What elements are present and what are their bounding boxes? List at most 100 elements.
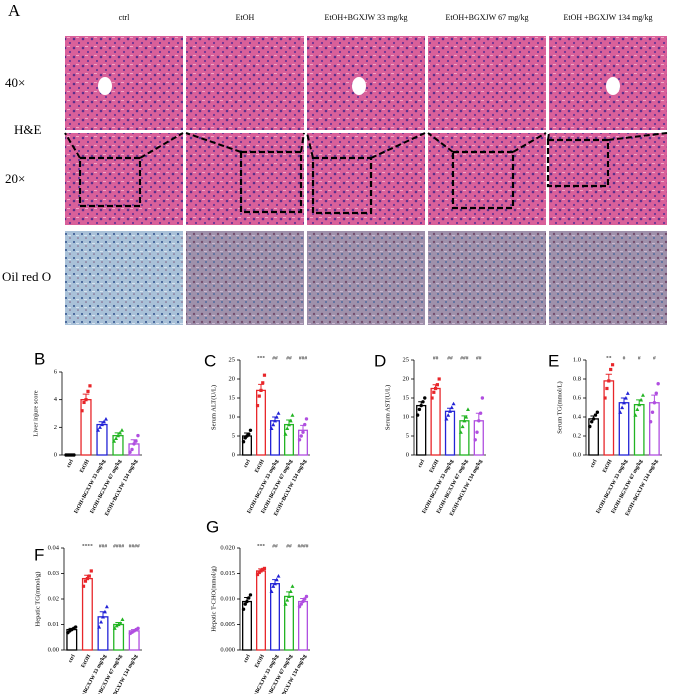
y-axis-label: Hepatic TG(mmol/g): [34, 572, 41, 627]
data-point: [117, 430, 122, 435]
data-point: [116, 622, 121, 627]
data-point: [285, 598, 290, 602]
data-point: [134, 439, 138, 443]
data-point: [119, 428, 124, 432]
data-point: [130, 447, 134, 452]
data-point: [82, 400, 86, 405]
histology-image: [186, 36, 304, 130]
data-point: [102, 609, 107, 614]
x-tick-label: EtOH: [429, 458, 441, 474]
y-tick-label: 0: [54, 451, 57, 458]
data-point: [120, 617, 125, 621]
data-point: [276, 411, 281, 415]
significance-label: ##: [272, 543, 278, 549]
significance-label: ###: [299, 355, 308, 361]
panel-label: A: [8, 1, 21, 20]
data-point: [449, 405, 454, 410]
x-tick-label: ctrl: [417, 458, 426, 469]
data-point: [475, 430, 479, 434]
data-point: [248, 428, 253, 432]
data-point: [465, 407, 470, 411]
significance-label: **: [606, 355, 612, 361]
data-point: [297, 438, 302, 442]
data-point: [430, 396, 434, 400]
data-point: [419, 403, 423, 408]
data-point: [639, 397, 644, 402]
x-tick-label: ctrl: [243, 458, 252, 469]
column-header: ctrl: [119, 13, 130, 22]
data-point: [259, 388, 263, 392]
significance-label: ##: [286, 355, 292, 361]
data-point: [97, 625, 102, 629]
data-point: [622, 400, 626, 405]
bar: [473, 420, 484, 456]
data-point: [287, 594, 291, 599]
data-point: [274, 577, 279, 582]
significance-label: ###: [99, 543, 108, 549]
data-point: [301, 599, 305, 604]
data-point: [114, 436, 119, 440]
y-tick-label: 10: [403, 413, 410, 420]
y-tick-label: 15: [229, 394, 236, 401]
y-tick-label: 0.015: [220, 570, 235, 577]
data-point: [83, 579, 88, 583]
significance-label: ###: [460, 355, 469, 361]
data-point: [84, 398, 88, 402]
data-point: [304, 594, 309, 599]
data-point: [652, 401, 657, 405]
data-point: [99, 619, 104, 624]
bar: [80, 399, 92, 456]
y-tick-label: 0.01: [48, 621, 59, 628]
zoom-line: [185, 132, 242, 153]
histology-image: [307, 133, 425, 225]
bar: [459, 420, 470, 456]
y-tick-label: 0.8: [573, 375, 581, 382]
data-point: [112, 439, 117, 443]
data-point: [271, 584, 276, 588]
vessel: [606, 77, 620, 95]
y-tick-label: 5: [406, 432, 409, 439]
data-point: [288, 418, 293, 423]
data-point: [591, 417, 596, 421]
zoom-line: [427, 132, 454, 153]
data-point: [259, 569, 263, 573]
x-tick-label: ctrl: [243, 653, 252, 664]
data-point: [271, 422, 276, 427]
data-point: [98, 425, 103, 429]
histology-image: [428, 133, 546, 225]
data-point: [446, 413, 451, 417]
zoom-line: [607, 132, 668, 141]
y-tick-label: 0.4: [573, 413, 582, 420]
data-point: [262, 566, 267, 570]
data-point: [448, 409, 452, 413]
zoom-box: [239, 150, 303, 214]
bar: [256, 389, 266, 456]
data-point: [462, 418, 467, 423]
panel-label: F: [34, 545, 44, 564]
x-tick-label: ctrl: [589, 458, 598, 469]
data-point: [101, 614, 105, 619]
data-point: [640, 393, 645, 397]
y-tick-label: 0.010: [220, 595, 235, 602]
data-point: [273, 418, 277, 423]
bar: [81, 577, 93, 651]
histology-image: [65, 133, 183, 225]
data-point: [303, 422, 307, 427]
significance-label: ##: [272, 355, 278, 361]
data-point: [297, 604, 302, 609]
column-header: EtOH+BGXJW 33 mg/kg: [324, 13, 407, 22]
histology-image: [186, 231, 304, 325]
data-point: [116, 433, 120, 438]
data-point: [590, 420, 594, 424]
data-point: [654, 391, 658, 395]
data-point: [458, 430, 463, 434]
bar: [588, 418, 599, 456]
histology-image: [428, 36, 546, 130]
y-axis-label: Serum ALT(U/L): [210, 385, 217, 430]
data-point: [478, 411, 483, 415]
x-tick-label: EtOH: [602, 458, 614, 474]
histology-image: [549, 231, 667, 325]
bar: [633, 403, 645, 456]
data-point: [609, 367, 613, 372]
data-point: [136, 433, 140, 438]
